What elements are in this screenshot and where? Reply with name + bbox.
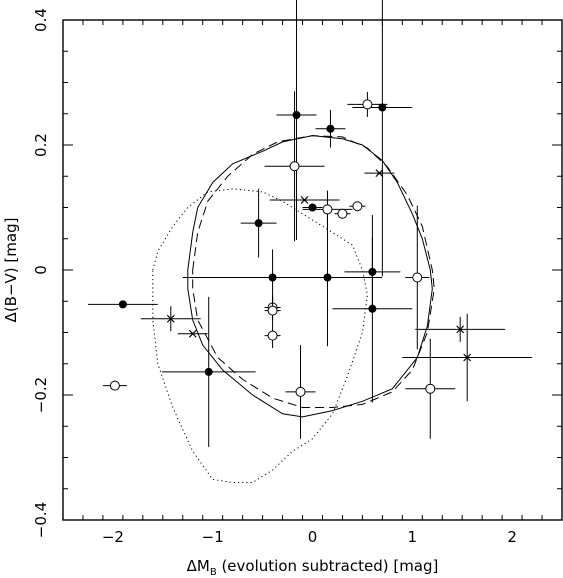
x-tick-label: 0 [308,528,318,546]
data-point-filled [368,304,377,313]
x-tick-label: 1 [408,528,418,546]
data-point-cross [456,325,465,334]
x-axis-label-prefix: ΔM [187,557,210,575]
data-point-open [352,201,363,212]
contour-dashed [192,135,435,408]
data-point-filled [326,124,335,133]
x-tick-label: −2 [102,528,124,546]
data-point-cross [300,196,309,204]
data-point-open [289,161,300,172]
data-point-cross [375,169,384,178]
axis-ticks [62,19,563,521]
data-point-filled [323,273,332,282]
x-axis-label-sub: B [210,567,217,578]
data-point-filled [292,111,301,119]
x-axis-label: ΔMB (evolution subtracted) [mag] [187,557,439,578]
data-point-open [295,386,306,397]
data-point-open [362,99,373,110]
data-point-open [267,330,278,341]
y-tick-label: −0.2 [32,377,50,413]
data-point-cross [463,353,472,362]
data-point-open [425,383,436,394]
data-point-open [412,272,423,283]
contour-solid [187,135,433,418]
y-tick-label: 0.2 [32,133,50,157]
data-point-cross [166,314,175,323]
data-point-filled [308,203,317,212]
y-tick-label: 0 [32,265,50,275]
x-tick-labels: −2 −1 0 1 2 [102,528,517,546]
data-points-group [87,0,533,447]
data-point-filled [254,219,263,228]
y-tick-labels: −0.4 −0.2 0 0.2 0.4 [32,8,50,538]
data-point-open [322,204,333,215]
data-point-filled [204,367,213,376]
data-point-filled [378,103,387,112]
contour-group [152,135,435,483]
data-point-open [337,208,348,219]
data-point-open [109,380,120,391]
x-tick-label: −1 [202,528,224,546]
data-point-cross [188,329,197,338]
x-tick-label: 2 [507,528,517,546]
data-point-filled [118,300,127,309]
x-axis-label-suffix: (evolution subtracted) [mag] [217,557,439,575]
y-tick-label: −0.4 [32,502,50,538]
data-point-open [267,305,278,316]
y-tick-label: 0.4 [32,8,50,32]
y-axis-label: Δ(B−V) [mag] [2,218,20,323]
